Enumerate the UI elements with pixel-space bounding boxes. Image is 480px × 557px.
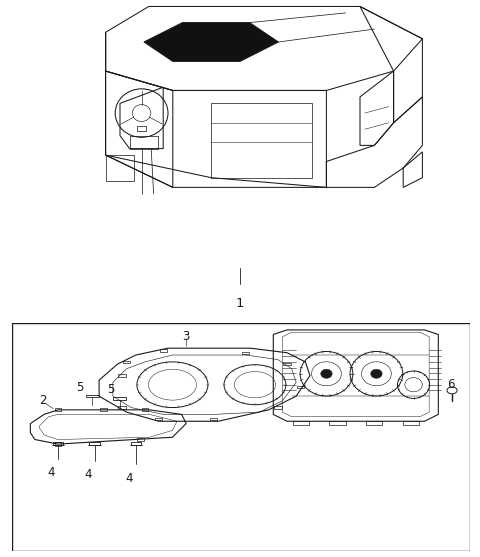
Ellipse shape — [321, 369, 332, 378]
Bar — [366, 421, 383, 424]
Text: 5: 5 — [76, 380, 84, 393]
Text: 5: 5 — [107, 383, 114, 396]
Bar — [119, 374, 126, 377]
Text: 1: 1 — [236, 297, 244, 310]
Text: 4: 4 — [47, 466, 55, 479]
Text: 4: 4 — [84, 468, 91, 481]
Bar — [119, 407, 126, 409]
Bar — [274, 407, 282, 409]
Text: 4: 4 — [125, 471, 132, 485]
Bar — [297, 386, 304, 388]
Bar — [403, 421, 419, 424]
Bar — [142, 408, 148, 412]
Bar — [137, 126, 146, 131]
Bar — [55, 408, 61, 412]
Bar — [210, 418, 217, 420]
Polygon shape — [144, 23, 278, 61]
Bar — [137, 438, 144, 441]
Text: 6: 6 — [447, 378, 455, 391]
Text: 3: 3 — [182, 330, 190, 343]
Bar — [55, 442, 61, 446]
Bar — [123, 361, 130, 363]
Bar — [242, 351, 250, 354]
Text: 2: 2 — [39, 394, 47, 407]
Bar — [329, 421, 346, 424]
Bar — [100, 408, 107, 412]
Bar — [160, 349, 167, 351]
Ellipse shape — [371, 369, 382, 378]
Bar — [292, 421, 309, 424]
Bar — [155, 418, 162, 420]
Bar — [283, 363, 291, 365]
